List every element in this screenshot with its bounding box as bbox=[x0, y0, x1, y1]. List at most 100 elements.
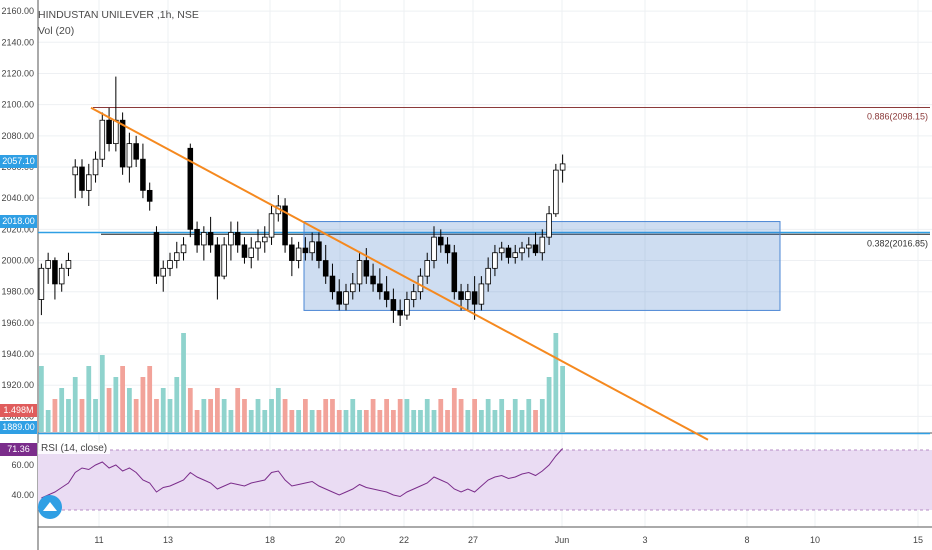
volume-bar bbox=[93, 399, 98, 432]
volume-bar bbox=[363, 410, 369, 432]
volume-bar bbox=[492, 410, 498, 432]
candle-body bbox=[261, 236, 268, 243]
volume-bar bbox=[546, 377, 552, 432]
volume-bar bbox=[458, 399, 464, 432]
candle-body bbox=[519, 247, 525, 254]
fib-label-0382: 0.382(2016.85) bbox=[867, 238, 928, 248]
volume-bar bbox=[147, 366, 153, 432]
candle-body bbox=[113, 119, 119, 145]
volume-bar bbox=[289, 410, 295, 432]
rsi-band bbox=[38, 450, 932, 510]
volume-bar bbox=[140, 377, 146, 432]
time-tick-label: 18 bbox=[265, 535, 275, 545]
candle-body bbox=[526, 244, 532, 249]
last-price-tag: 2057.10 bbox=[0, 155, 37, 168]
volume-bar bbox=[235, 388, 241, 432]
candle-body bbox=[363, 260, 370, 277]
candle-body bbox=[383, 291, 390, 300]
fib-label-0886: 0.886(2098.15) bbox=[867, 112, 928, 122]
hline2-price-tag: 1889.00 bbox=[0, 421, 37, 434]
volume-bar bbox=[127, 388, 132, 432]
volume-bar bbox=[451, 388, 457, 432]
candle-body bbox=[478, 283, 485, 305]
candle-body bbox=[309, 241, 315, 254]
rsi-line bbox=[41, 448, 563, 499]
volume-bar bbox=[72, 377, 78, 432]
candle-body bbox=[336, 291, 343, 305]
volume-bar bbox=[323, 399, 329, 432]
time-tick-label: 27 bbox=[468, 535, 478, 545]
volume-bar bbox=[553, 333, 559, 432]
volume-bar bbox=[275, 388, 281, 432]
candle-body bbox=[234, 232, 241, 246]
time-tick-label: 20 bbox=[335, 535, 345, 545]
candle-body bbox=[241, 244, 248, 258]
candle-body bbox=[465, 291, 471, 300]
volume-bar bbox=[357, 410, 362, 432]
volume-bar bbox=[506, 410, 511, 432]
candle-body bbox=[444, 244, 451, 254]
volume-bar bbox=[59, 388, 65, 432]
price-tick-label: 1940.00 bbox=[1, 349, 34, 359]
price-tick-label: 2140.00 bbox=[1, 37, 34, 47]
volume-bar bbox=[350, 399, 356, 432]
candle-body bbox=[52, 260, 58, 285]
trend-line bbox=[90, 106, 709, 441]
volume-bar bbox=[181, 333, 186, 432]
candle-body bbox=[255, 241, 261, 249]
time-tick-label: 15 bbox=[913, 535, 923, 545]
volume-bar bbox=[343, 410, 349, 432]
candle-body bbox=[146, 189, 153, 202]
candle-body bbox=[498, 247, 505, 254]
volume-bar bbox=[79, 399, 85, 432]
volume-bar bbox=[384, 399, 389, 432]
rsi-value-tag: 71.36 bbox=[0, 443, 37, 456]
volume-bar bbox=[445, 410, 450, 432]
price-tick-label: 1960.00 bbox=[1, 318, 34, 328]
candle-body bbox=[248, 247, 255, 258]
tradingview-cloud-icon[interactable] bbox=[38, 495, 62, 519]
price-tick-label: 1980.00 bbox=[1, 287, 34, 297]
volume-bar bbox=[499, 399, 505, 432]
candle-body bbox=[316, 241, 322, 261]
volume-bar bbox=[113, 377, 119, 432]
volume-bar bbox=[411, 410, 417, 432]
volume-bar bbox=[255, 399, 261, 432]
candle-body bbox=[370, 275, 376, 285]
candle-body bbox=[343, 291, 349, 305]
candle-body bbox=[207, 232, 214, 246]
volume-bar bbox=[309, 410, 315, 432]
candle-body bbox=[106, 119, 112, 145]
candle-body bbox=[437, 236, 444, 246]
candle-body bbox=[133, 143, 139, 160]
candle-body bbox=[221, 244, 227, 277]
candle-body bbox=[505, 247, 512, 258]
price-tick-label: 2080.00 bbox=[1, 131, 34, 141]
volume-bar bbox=[154, 399, 159, 432]
volume-bar bbox=[330, 399, 335, 432]
candle-body bbox=[471, 291, 478, 305]
candle-body bbox=[377, 283, 383, 293]
volume-bar bbox=[316, 410, 322, 432]
candle-body bbox=[173, 252, 180, 261]
candle-body bbox=[485, 267, 491, 285]
time-tick-label: 22 bbox=[399, 535, 409, 545]
candle-body bbox=[119, 119, 126, 168]
volume-bar bbox=[133, 399, 139, 432]
volume-bar bbox=[106, 388, 112, 432]
candle-body bbox=[160, 267, 167, 277]
volume-bar bbox=[424, 399, 430, 432]
price-tick-label: 1920.00 bbox=[1, 380, 34, 390]
price-tick-label: 2040.00 bbox=[1, 193, 34, 203]
candle-body bbox=[65, 260, 72, 269]
candle-body bbox=[38, 267, 45, 300]
time-tick-label: 8 bbox=[744, 535, 749, 545]
candle-body bbox=[282, 205, 288, 246]
volume-bar bbox=[296, 410, 301, 432]
volume-bar bbox=[397, 399, 403, 432]
candle-body bbox=[404, 299, 410, 316]
volume-bar bbox=[52, 399, 58, 432]
candle-body bbox=[126, 143, 133, 168]
volume-bar bbox=[479, 410, 484, 432]
